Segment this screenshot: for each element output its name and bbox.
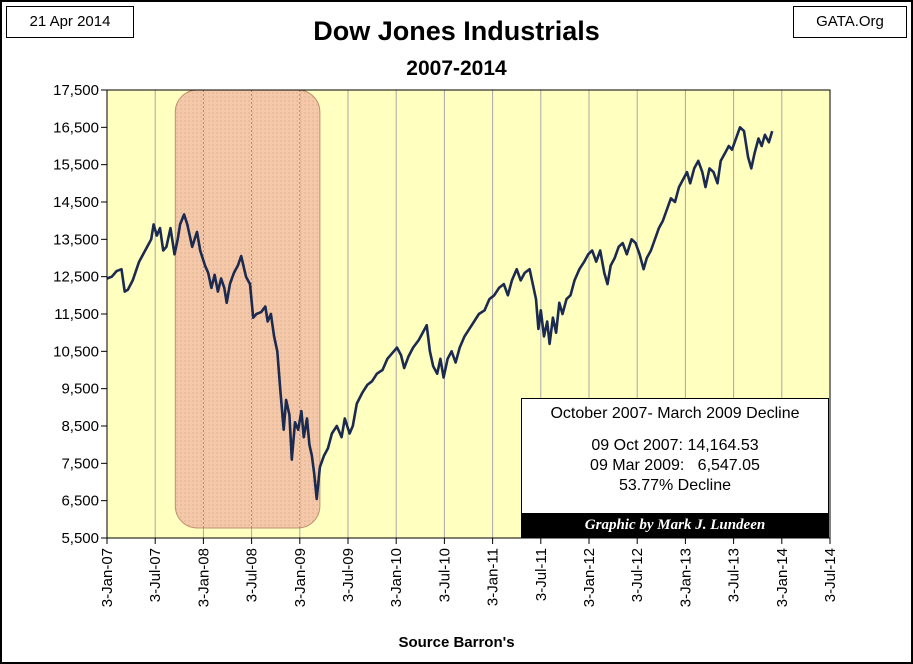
y-tick-label: 12,500 bbox=[53, 269, 99, 286]
chart-title: Dow Jones Industrials bbox=[313, 16, 600, 46]
y-tick-label: 13,500 bbox=[53, 231, 99, 248]
y-tick-label: 14,500 bbox=[53, 194, 99, 211]
y-tick-label: 17,500 bbox=[53, 82, 99, 99]
x-tick-label: 3-Jan-13 bbox=[677, 548, 694, 607]
x-tick-label: 3-Jul-12 bbox=[629, 548, 646, 602]
annotation-heading: October 2007- March 2009 Decline bbox=[550, 405, 800, 422]
source-site-label: GATA.Org bbox=[793, 6, 907, 38]
y-tick-label: 16,500 bbox=[53, 119, 99, 136]
decline-period-texture bbox=[175, 90, 320, 528]
x-tick-label: 3-Jul-08 bbox=[244, 548, 261, 602]
x-tick-label: 3-Jan-14 bbox=[774, 548, 791, 607]
annotation-peak: 09 Oct 2007: 14,164.53 bbox=[591, 437, 759, 454]
y-tick-label: 5,500 bbox=[61, 530, 99, 547]
annotation-decline-pct: 53.77% Decline bbox=[618, 477, 732, 494]
x-tick-label: 3-Jul-14 bbox=[822, 548, 839, 602]
decline-annotation-box: October 2007- March 2009 Decline 09 Oct … bbox=[521, 398, 829, 514]
x-tick-label: 3-Jan-08 bbox=[195, 548, 212, 607]
y-tick-label: 10,500 bbox=[53, 343, 99, 360]
y-tick-label: 8,500 bbox=[61, 418, 99, 435]
x-tick-label: 3-Jan-10 bbox=[388, 548, 405, 607]
y-tick-label: 15,500 bbox=[53, 157, 99, 174]
x-tick-label: 3-Jul-10 bbox=[436, 548, 453, 602]
x-tick-label: 3-Jan-09 bbox=[292, 548, 309, 607]
y-tick-label: 7,500 bbox=[61, 455, 99, 472]
dow-series-line bbox=[106, 126, 774, 501]
y-tick-label: 9,500 bbox=[61, 381, 99, 398]
x-tick-label: 3-Jul-11 bbox=[533, 548, 550, 601]
x-tick-label: 3-Jan-11 bbox=[485, 548, 502, 606]
x-tick-label: 3-Jul-07 bbox=[147, 548, 164, 602]
x-tick-label: 3-Jul-13 bbox=[726, 548, 743, 602]
y-tick-label: 11,500 bbox=[54, 306, 99, 323]
chart-subtitle: 2007-2014 bbox=[406, 57, 507, 80]
x-axis-label: Source Barron's bbox=[398, 634, 515, 651]
x-tick-label: 3-Jan-07 bbox=[99, 548, 116, 607]
annotation-trough: 09 Mar 2009: 6,547.05 bbox=[590, 457, 760, 474]
credit-band: Graphic by Mark J. Lundeen bbox=[521, 513, 829, 538]
x-tick-label: 3-Jul-09 bbox=[340, 548, 357, 602]
date-label: 21 Apr 2014 bbox=[6, 6, 134, 38]
x-tick-label: 3-Jan-12 bbox=[581, 548, 598, 607]
y-tick-label: 6,500 bbox=[61, 493, 99, 510]
